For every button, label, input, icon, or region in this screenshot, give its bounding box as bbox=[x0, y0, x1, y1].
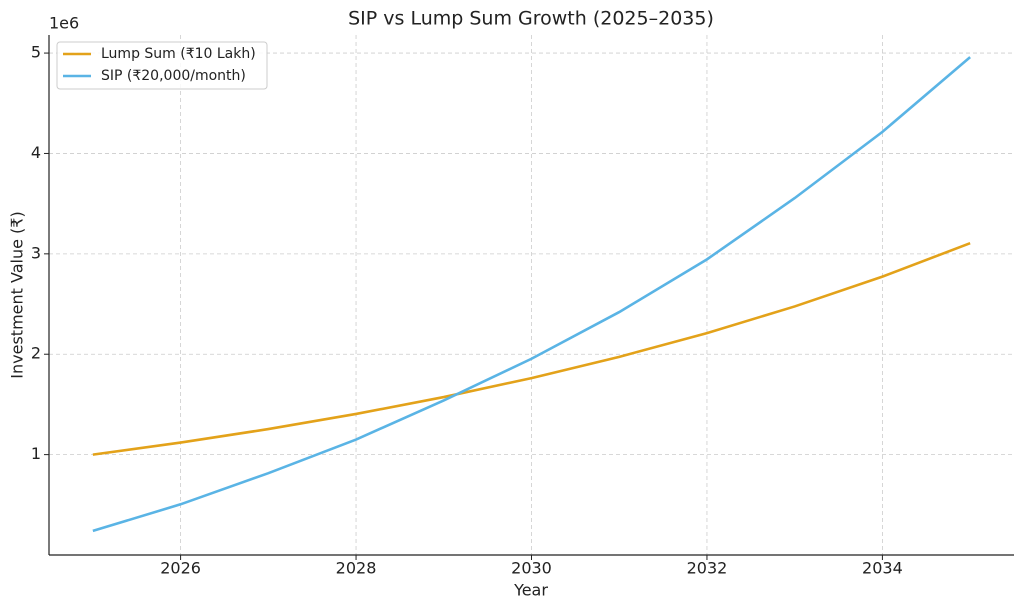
x-axis-label: Year bbox=[513, 581, 548, 600]
legend-label: Lump Sum (₹10 Lakh) bbox=[101, 46, 256, 62]
chart-title: SIP vs Lump Sum Growth (2025–2035) bbox=[348, 8, 714, 30]
x-tick-label: 2030 bbox=[511, 559, 552, 578]
x-tick-label: 2034 bbox=[862, 559, 903, 578]
x-tick-label: 2032 bbox=[687, 559, 728, 578]
series-line bbox=[92, 56, 971, 533]
y-tick-label: 3 bbox=[31, 243, 41, 262]
y-offset-label: 1e6 bbox=[49, 14, 79, 33]
y-tick-label: 4 bbox=[31, 143, 41, 162]
series-line bbox=[92, 242, 971, 456]
legend-label: SIP (₹20,000/month) bbox=[101, 68, 246, 84]
x-tick-label: 2028 bbox=[336, 559, 377, 578]
y-tick-label: 5 bbox=[31, 43, 41, 62]
x-tick-label: 2026 bbox=[160, 559, 201, 578]
y-tick-label: 2 bbox=[31, 344, 41, 363]
legend-box bbox=[56, 41, 268, 90]
y-tick-label: 1 bbox=[31, 444, 41, 463]
y-axis-label: Investment Value (₹) bbox=[8, 211, 27, 378]
